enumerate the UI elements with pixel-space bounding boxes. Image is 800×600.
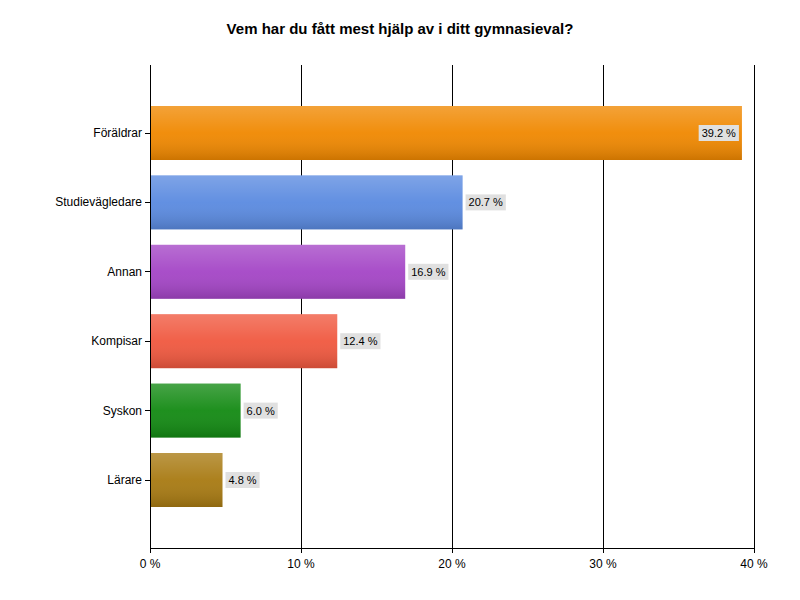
grid-line	[754, 65, 755, 548]
tick-mark	[603, 548, 604, 553]
data-label-group: 6.0 %	[244, 403, 278, 419]
bar	[150, 384, 241, 438]
category-label: Annan	[107, 265, 142, 279]
bar	[150, 175, 463, 229]
tick-label: 40 %	[740, 557, 768, 571]
data-label-group: 12.4 %	[340, 333, 380, 349]
data-label: 6.0 %	[247, 405, 275, 417]
bar	[150, 245, 405, 299]
bar-shade	[150, 314, 337, 368]
data-label: 12.4 %	[343, 335, 377, 347]
grid-line	[150, 65, 151, 548]
tick-mark	[301, 548, 302, 553]
tick-label: 20 %	[438, 557, 466, 571]
data-label: 39.2 %	[702, 127, 736, 139]
category-tick	[145, 410, 150, 411]
category-label: Syskon	[103, 404, 142, 418]
data-label-bg	[340, 333, 380, 349]
category-label: Föräldrar	[93, 126, 142, 140]
bar-shade	[150, 175, 463, 229]
data-label-bg	[699, 125, 739, 141]
data-label-group: 4.8 %	[225, 472, 259, 488]
bar-shade	[150, 453, 222, 507]
bar	[150, 453, 222, 507]
data-label: 16.9 %	[411, 266, 445, 278]
category-label: Kompisar	[91, 334, 142, 348]
data-label-group: 39.2 %	[699, 125, 739, 141]
category-tick	[145, 202, 150, 203]
category-tick	[145, 341, 150, 342]
tick-mark	[452, 548, 453, 553]
category-label: Studievägledare	[55, 195, 142, 209]
data-labels: 39.2 % 20.7 % 16.9 % 12.4 % 6.0 % 4.8 %	[225, 125, 738, 488]
tick-label: 30 %	[589, 557, 617, 571]
data-label-group: 20.7 %	[466, 194, 506, 210]
data-label-bg	[244, 403, 278, 419]
bar-shade	[150, 106, 742, 160]
bar-shade	[150, 245, 405, 299]
data-label-bg	[466, 194, 506, 210]
title: Vem har du fått mest hjälp av i ditt gym…	[227, 20, 574, 37]
category-label: Lärare	[107, 473, 142, 487]
bars	[150, 106, 742, 507]
bar	[150, 314, 337, 368]
y-axis	[150, 65, 151, 548]
data-label-bg	[225, 472, 259, 488]
bar	[150, 106, 742, 160]
tick-label: 10 %	[287, 557, 315, 571]
data-label-group: 16.9 %	[408, 264, 448, 280]
chart: Vem har du fått mest hjälp av i ditt gym…	[0, 0, 800, 600]
category-tick	[145, 480, 150, 481]
data-label: 4.8 %	[228, 474, 256, 486]
data-label: 20.7 %	[469, 196, 503, 208]
x-axis	[150, 548, 754, 549]
bar-shade	[150, 384, 241, 438]
tick-mark	[754, 548, 755, 553]
category-tick	[145, 133, 150, 134]
category-tick	[145, 271, 150, 272]
tick-mark	[150, 548, 151, 553]
tick-label: 0 %	[140, 557, 161, 571]
data-label-bg	[408, 264, 448, 280]
